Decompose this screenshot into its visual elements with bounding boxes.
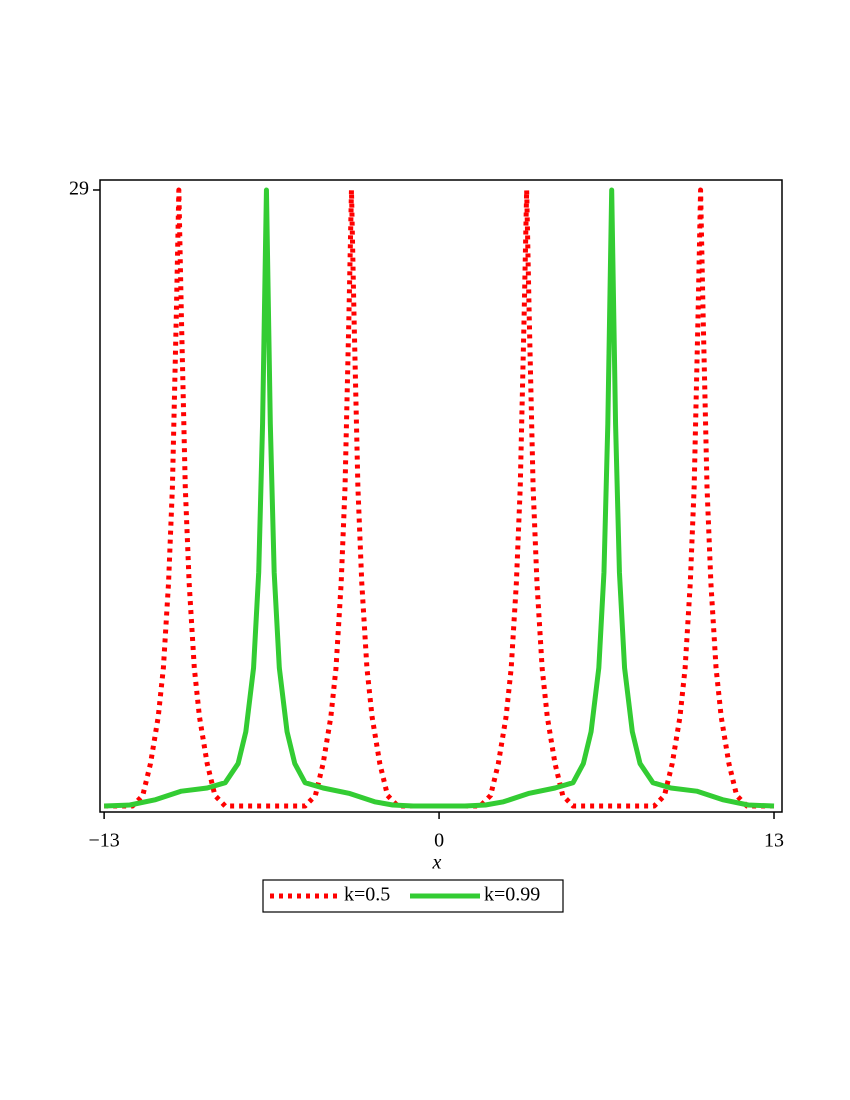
legend-label: k=0.99 (484, 884, 540, 906)
plot-frame (99, 179, 783, 813)
y-tick-label: 29 (69, 178, 89, 200)
series-line (104, 187, 775, 809)
legend-label: k=0.5 (344, 884, 390, 906)
series-line (104, 187, 775, 809)
x-tick-label: 0 (434, 830, 444, 852)
x-axis-label: x (432, 852, 442, 874)
x-tick-label: −13 (88, 830, 119, 852)
x-tick-label: 13 (764, 830, 784, 852)
